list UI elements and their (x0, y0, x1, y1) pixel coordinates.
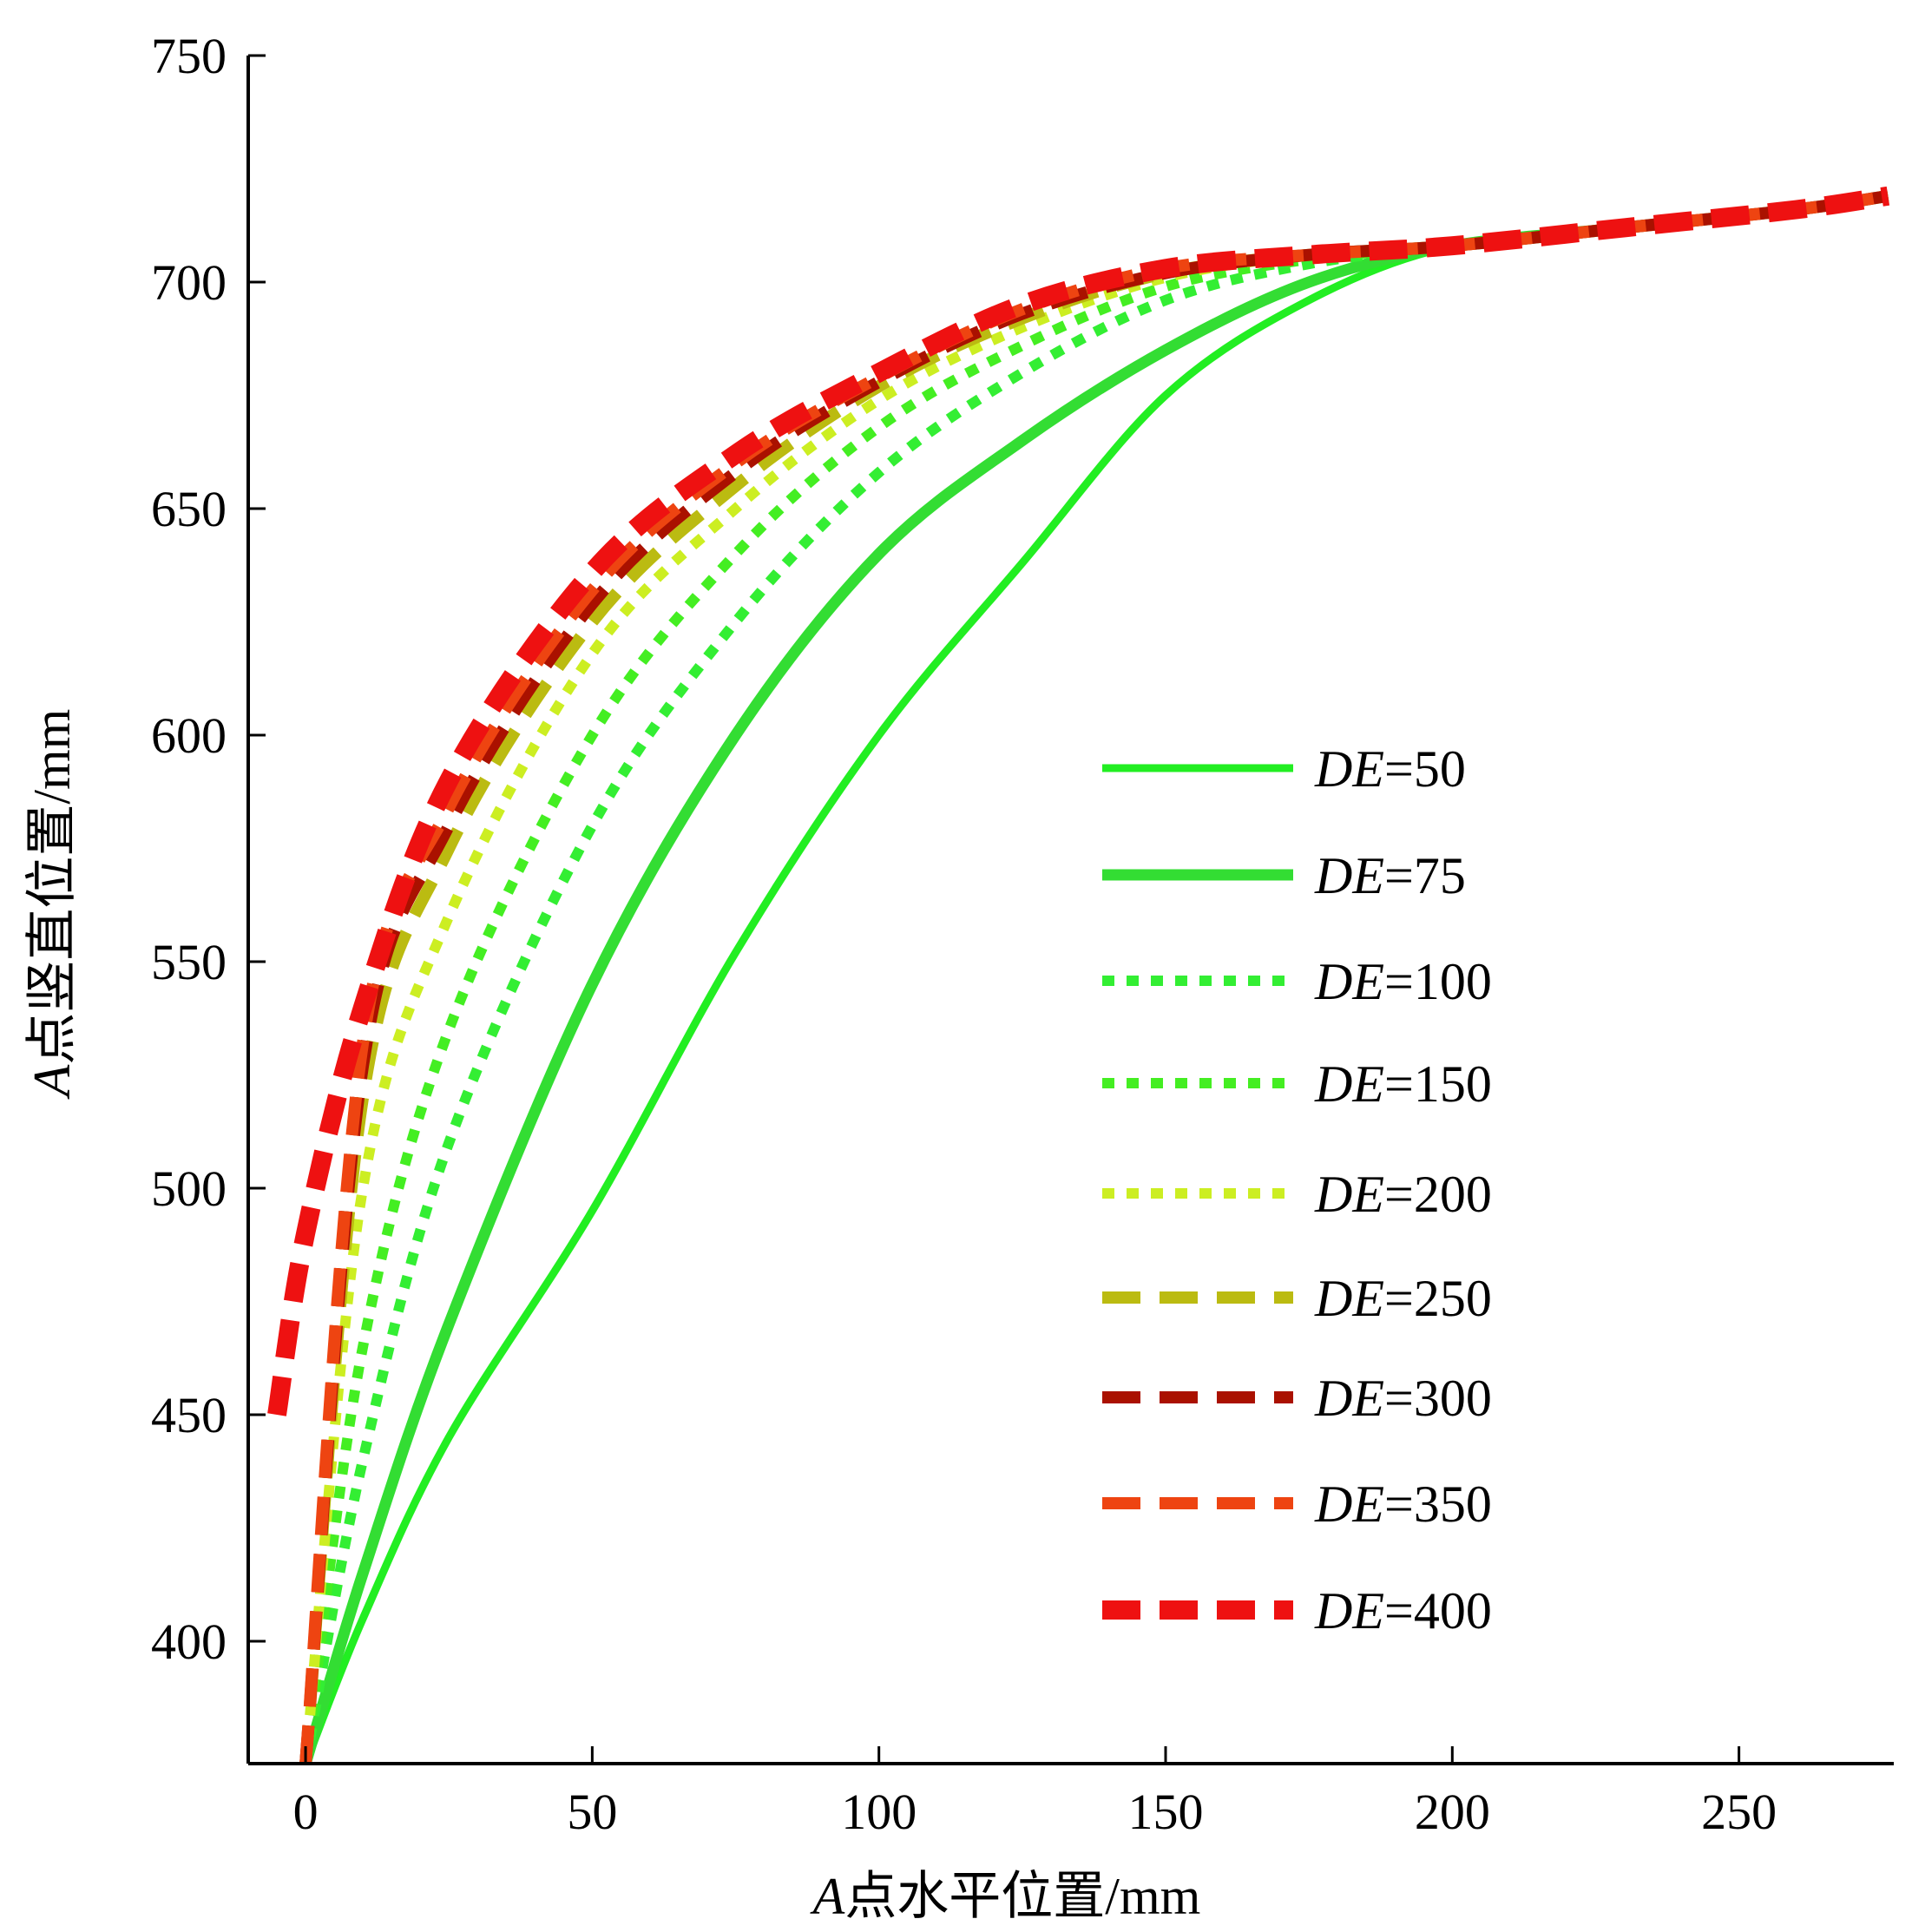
x-ticks: 0 50 100 150 200 250 (293, 1746, 1777, 1840)
series-line-3 (300, 190, 1889, 1765)
legend-label: DE=150 (1314, 1055, 1492, 1113)
y-ticks: 400 450 500 550 600 650 700 750 (151, 28, 266, 1670)
series-line-4 (300, 190, 1889, 1764)
x-tick-label: 150 (1128, 1784, 1204, 1840)
series-line-7 (299, 189, 1889, 1764)
y-tick-label: 400 (151, 1613, 227, 1670)
series-line-1 (301, 192, 1889, 1765)
series-line-6 (299, 189, 1889, 1764)
y-tick-label: 700 (151, 254, 227, 311)
legend: DE=50 DE=75 DE=100 DE=150 DE=200 DE=250 DE=300… (1102, 740, 1492, 1640)
x-tick-label: 50 (567, 1784, 617, 1840)
x-tick-label: 0 (293, 1784, 319, 1840)
y-tick-label: 750 (151, 28, 227, 84)
x-tick-label: 250 (1701, 1784, 1777, 1840)
series-layer (267, 186, 1890, 1765)
legend-label: DE=400 (1314, 1582, 1492, 1640)
legend-label: DE=200 (1314, 1166, 1492, 1223)
x-tick-label: 100 (841, 1784, 917, 1840)
legend-label: DE=100 (1314, 953, 1492, 1010)
legend-label: DE=50 (1314, 740, 1466, 798)
axes-layer (246, 56, 1894, 1765)
y-tick-label: 550 (151, 934, 227, 990)
series-line-8 (299, 189, 1889, 1764)
x-tick-label: 200 (1415, 1784, 1490, 1840)
legend-label: DE=300 (1314, 1370, 1492, 1427)
y-tick-label: 500 (151, 1160, 227, 1217)
legend-label: DE=250 (1314, 1270, 1492, 1327)
series-line-9 (267, 186, 1890, 1416)
series-line-2 (299, 190, 1889, 1765)
y-axis-title: A点竖直位置/mm (23, 709, 81, 1101)
y-tick-label: 600 (151, 707, 227, 764)
y-tick-label: 450 (151, 1387, 227, 1443)
x-axis-title: A点水平位置/mm (810, 1868, 1201, 1925)
y-tick-label: 650 (151, 481, 227, 537)
series-line-5 (300, 190, 1889, 1764)
legend-label: DE=75 (1314, 847, 1466, 904)
legend-label: DE=350 (1314, 1475, 1492, 1533)
